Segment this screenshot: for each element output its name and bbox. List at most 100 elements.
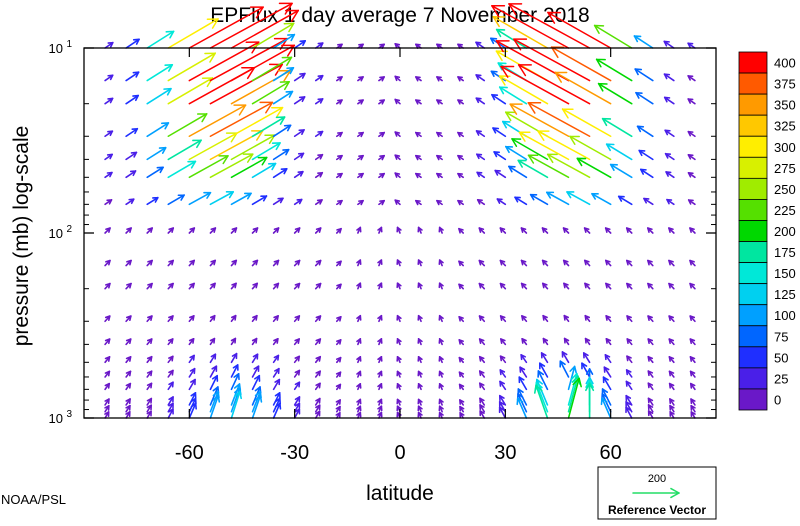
vector-arrow [188,354,195,364]
arrow-head [666,198,673,205]
arrow-head [638,149,646,157]
vector-arrow [104,370,111,378]
vector-arrow [583,227,591,234]
arrow-shaft [167,408,174,419]
arrow-head [249,6,264,19]
vector-arrow [537,370,549,391]
arrow-head [591,192,599,200]
vector-arrow [314,199,323,206]
arrow-shaft [230,364,239,378]
vector-arrow [104,315,111,323]
arrow-shaft [609,163,633,179]
arrow-head [168,282,174,289]
arrow-head [211,374,219,382]
arrow-head [189,227,196,233]
vector-arrow [356,405,362,413]
vector-arrow [356,355,362,364]
arrow-head [315,355,322,362]
arrow-shaft [146,196,159,206]
vector-arrow [272,402,282,419]
arrow-head [636,125,645,133]
arrow-shaft [547,11,612,49]
vector-arrow [478,259,486,267]
arrow-head [663,73,671,80]
arrow-shaft [663,96,675,105]
arrow-head [267,162,277,171]
vector-arrow [689,370,696,378]
vector-arrow [272,315,279,323]
arrow-head [234,390,242,400]
arrow-head [104,315,111,322]
arrow-head [585,376,594,385]
vector-arrow [104,382,111,391]
arrow-shaft [514,196,528,206]
arrow-head [396,282,402,289]
vector-arrow [251,282,259,290]
arrow-shaft [509,103,570,138]
vector-arrow [476,153,486,161]
arrow-head [271,106,284,118]
arrow-head [168,396,174,403]
vector-arrow [104,153,113,161]
arrow-head [317,171,324,178]
vector-arrow [335,172,343,179]
vector-arrow [104,282,111,290]
arrow-head [274,402,282,410]
arrow-head [358,76,364,82]
vector-arrow [636,125,654,138]
arrow-shaft [251,394,262,419]
arrow-head [609,163,618,172]
arrow-head [417,411,423,418]
vector-arrow [357,199,364,206]
arrow-head [196,113,208,123]
arrow-head [572,377,582,388]
arrow-head [668,338,675,345]
arrow-shaft [167,77,214,105]
vector-arrow [377,383,383,391]
vector-arrow [377,226,383,234]
vector-arrow [230,44,296,82]
vector-arrow [417,226,423,234]
vector-arrow [626,315,633,323]
vector-arrow [634,68,654,82]
vector-arrow [293,402,301,413]
arrow-head [527,154,539,164]
vector-arrow [394,75,401,82]
arrow-head [278,2,293,15]
arrow-shaft [251,162,277,179]
vector-arrow [542,314,549,323]
vector-arrow [167,113,208,138]
vector-arrow [167,369,174,378]
arrow-shaft [272,67,295,82]
vector-arrow [335,412,341,419]
colorbar-swatch [738,388,768,411]
vector-arrow [378,154,385,161]
vector-arrow [230,259,238,267]
arrow-head [415,99,421,105]
arrow-head [164,63,174,72]
colorbar-swatch [738,346,768,369]
colorbar-label: 325 [774,119,796,134]
vector-arrow [527,154,570,179]
arrow-shaft [601,117,633,138]
vector-arrow [314,315,322,323]
colorbar-label: 300 [774,140,796,155]
vector-arrow [357,76,364,82]
arrow-head [377,259,383,266]
vector-arrow [167,396,174,406]
arrow-head [689,382,696,389]
arrow-shaft [230,134,276,161]
arrow-shaft [500,65,570,105]
vector-arrow [458,371,465,378]
vector-arrow [479,382,486,391]
vector-arrow [251,227,259,234]
vector-arrow [394,172,401,179]
arrow-head [315,404,321,411]
vector-arrow [104,259,111,267]
arrow-head [520,354,527,361]
vector-arrow [593,24,633,49]
arrow-head [230,337,237,344]
vector-arrow [230,337,237,346]
arrow-head [436,154,442,161]
arrow-shaft [508,165,528,179]
